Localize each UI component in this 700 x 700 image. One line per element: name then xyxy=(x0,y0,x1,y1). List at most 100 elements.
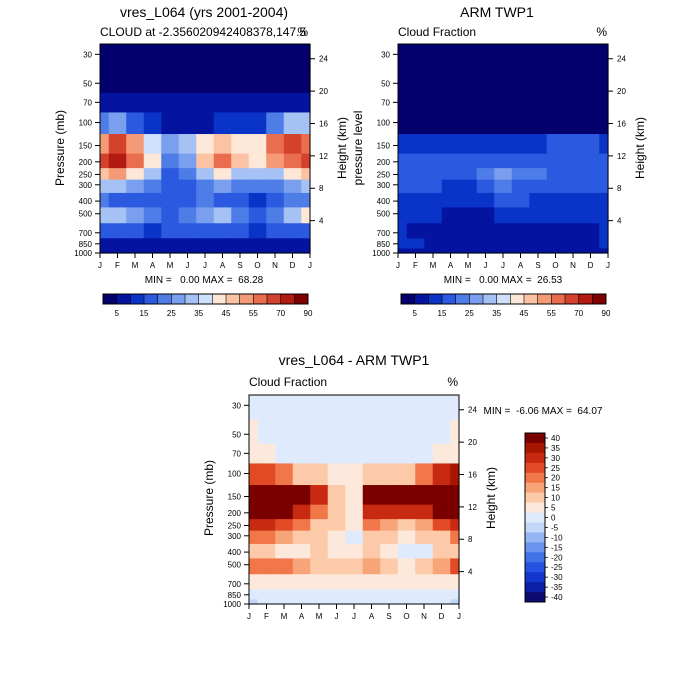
panel-1-cell xyxy=(231,153,250,169)
panel-2-cell xyxy=(441,153,460,169)
panel-2-colorbar-swatch xyxy=(524,294,538,304)
panel-1-cell xyxy=(108,192,127,209)
panel-2-cell xyxy=(564,238,583,249)
panel-1-cell xyxy=(283,168,302,181)
panel-1-cell xyxy=(196,238,215,249)
panel-2-cell xyxy=(398,248,408,254)
panel-1-y-right-tick-label: 8 xyxy=(319,184,324,193)
panel-2-cell xyxy=(424,112,443,135)
panel-1-y-tick-label: 200 xyxy=(79,158,93,167)
panel-1-cell xyxy=(231,44,250,70)
panel-3-cell xyxy=(450,395,460,421)
panel-3-cell xyxy=(249,589,259,600)
panel-2-cell xyxy=(529,92,548,114)
panel-3-x-tick-label: N xyxy=(421,612,427,621)
panel-2-cell xyxy=(406,238,425,249)
panel-3-cell xyxy=(432,504,451,520)
panel-2-cell xyxy=(406,44,425,70)
panel-2-cell xyxy=(529,223,548,239)
panel-2-cell xyxy=(476,44,495,70)
panel-2-x-tick-label: J xyxy=(484,261,488,270)
panel-3-cell xyxy=(327,589,346,600)
panel-1-cell xyxy=(126,168,145,181)
panel-2-cell xyxy=(398,238,408,249)
panel-1-cell xyxy=(126,92,145,114)
panel-3-cell xyxy=(249,574,259,590)
panel-3-colorbar-swatch xyxy=(525,492,545,503)
panel-1-y-tick-label: 150 xyxy=(79,142,93,151)
panel-3-cell xyxy=(249,543,259,560)
panel-2-y-tick-label: 500 xyxy=(377,210,391,219)
panel-1: vres_L064 (yrs 2001-2004) CLOUD at -2.35… xyxy=(53,4,349,318)
panel-2-cell xyxy=(476,238,495,249)
panel-3-colorbar-label: 25 xyxy=(551,464,560,473)
panel-1-cell xyxy=(108,134,127,155)
panel-2-y-tick-label: 250 xyxy=(377,170,391,179)
panel-3-y-tick-label: 850 xyxy=(228,591,242,600)
panel-2-cell xyxy=(581,92,600,114)
panel-2-cell xyxy=(511,68,530,94)
panel-3-colorbar-swatch xyxy=(525,433,545,444)
panel-1-cell xyxy=(248,248,267,254)
panel-2-cell xyxy=(581,153,600,169)
panel-1-cell xyxy=(161,112,180,135)
panel-2-cell xyxy=(564,223,583,239)
panel-1-cell xyxy=(161,223,180,239)
panel-2-cell xyxy=(529,153,548,169)
panel-2: ARM TWP1 Cloud Fraction % J F M A M J J A S O N D J 3… xyxy=(351,4,647,318)
panel-1-x-tick-label: A xyxy=(220,261,226,270)
panel-3-cell xyxy=(345,419,364,445)
panel-3-ylabel-right: Height (km) xyxy=(484,467,498,529)
panel-3-cell xyxy=(292,543,311,560)
panel-3-cell xyxy=(380,419,399,445)
panel-1-cell xyxy=(266,223,285,239)
panel-1-cell xyxy=(231,179,250,194)
panel-2-colorbar: 5 15 25 35 45 55 70 90 xyxy=(400,293,611,318)
panel-1-cell xyxy=(196,168,215,181)
panel-3-colorbar-swatch xyxy=(525,552,545,563)
panel-1-cell xyxy=(178,68,197,94)
panel-3-cell xyxy=(432,419,451,445)
panel-3-cell xyxy=(275,530,294,545)
panel-1-cell xyxy=(213,248,232,254)
panel-2-cell xyxy=(546,179,565,194)
panel-3-cell xyxy=(380,395,399,421)
panel-1-cell xyxy=(266,192,285,209)
panel-2-cell xyxy=(581,179,600,194)
panel-2-colorbar-label: 5 xyxy=(412,309,417,318)
panel-3-cell xyxy=(275,589,294,600)
panel-3-cell xyxy=(362,485,381,506)
panel-2-cell xyxy=(441,192,460,209)
panel-3-cell xyxy=(450,443,460,465)
panel-1-cell xyxy=(161,44,180,70)
panel-2-cell xyxy=(494,92,513,114)
panel-1-colorbar-swatch xyxy=(171,294,186,304)
panel-1-cell xyxy=(100,238,110,249)
panel-3-colorbar-label: -30 xyxy=(551,573,563,582)
panel-2-cell xyxy=(511,44,530,70)
panel-3-cell xyxy=(310,543,329,560)
panel-1-cell xyxy=(231,134,250,155)
panel-2-cell xyxy=(406,192,425,209)
panel-2-cell xyxy=(459,112,478,135)
panel-1-cell xyxy=(100,207,110,224)
panel-3-colorbar-swatch xyxy=(525,502,545,513)
panel-1-cell xyxy=(231,238,250,249)
panel-3-cell xyxy=(327,574,346,590)
panel-1-cell xyxy=(100,179,110,194)
panel-2-cell xyxy=(476,134,495,155)
panel-1-cell xyxy=(196,153,215,169)
panel-2-cell xyxy=(424,68,443,94)
panel-3-cell xyxy=(292,519,311,532)
panel-2-cell xyxy=(511,192,530,209)
panel-3-cell xyxy=(432,443,451,465)
panel-3-cell xyxy=(275,443,294,465)
panel-2-cell xyxy=(424,92,443,114)
panel-2-cell xyxy=(398,223,408,239)
panel-3-cell xyxy=(257,599,276,605)
panel-1-cell xyxy=(301,153,311,169)
panel-2-cell xyxy=(511,92,530,114)
panel-1-cell xyxy=(196,44,215,70)
panel-2-colorbar-label: 15 xyxy=(438,309,447,318)
panel-1-cell xyxy=(283,192,302,209)
